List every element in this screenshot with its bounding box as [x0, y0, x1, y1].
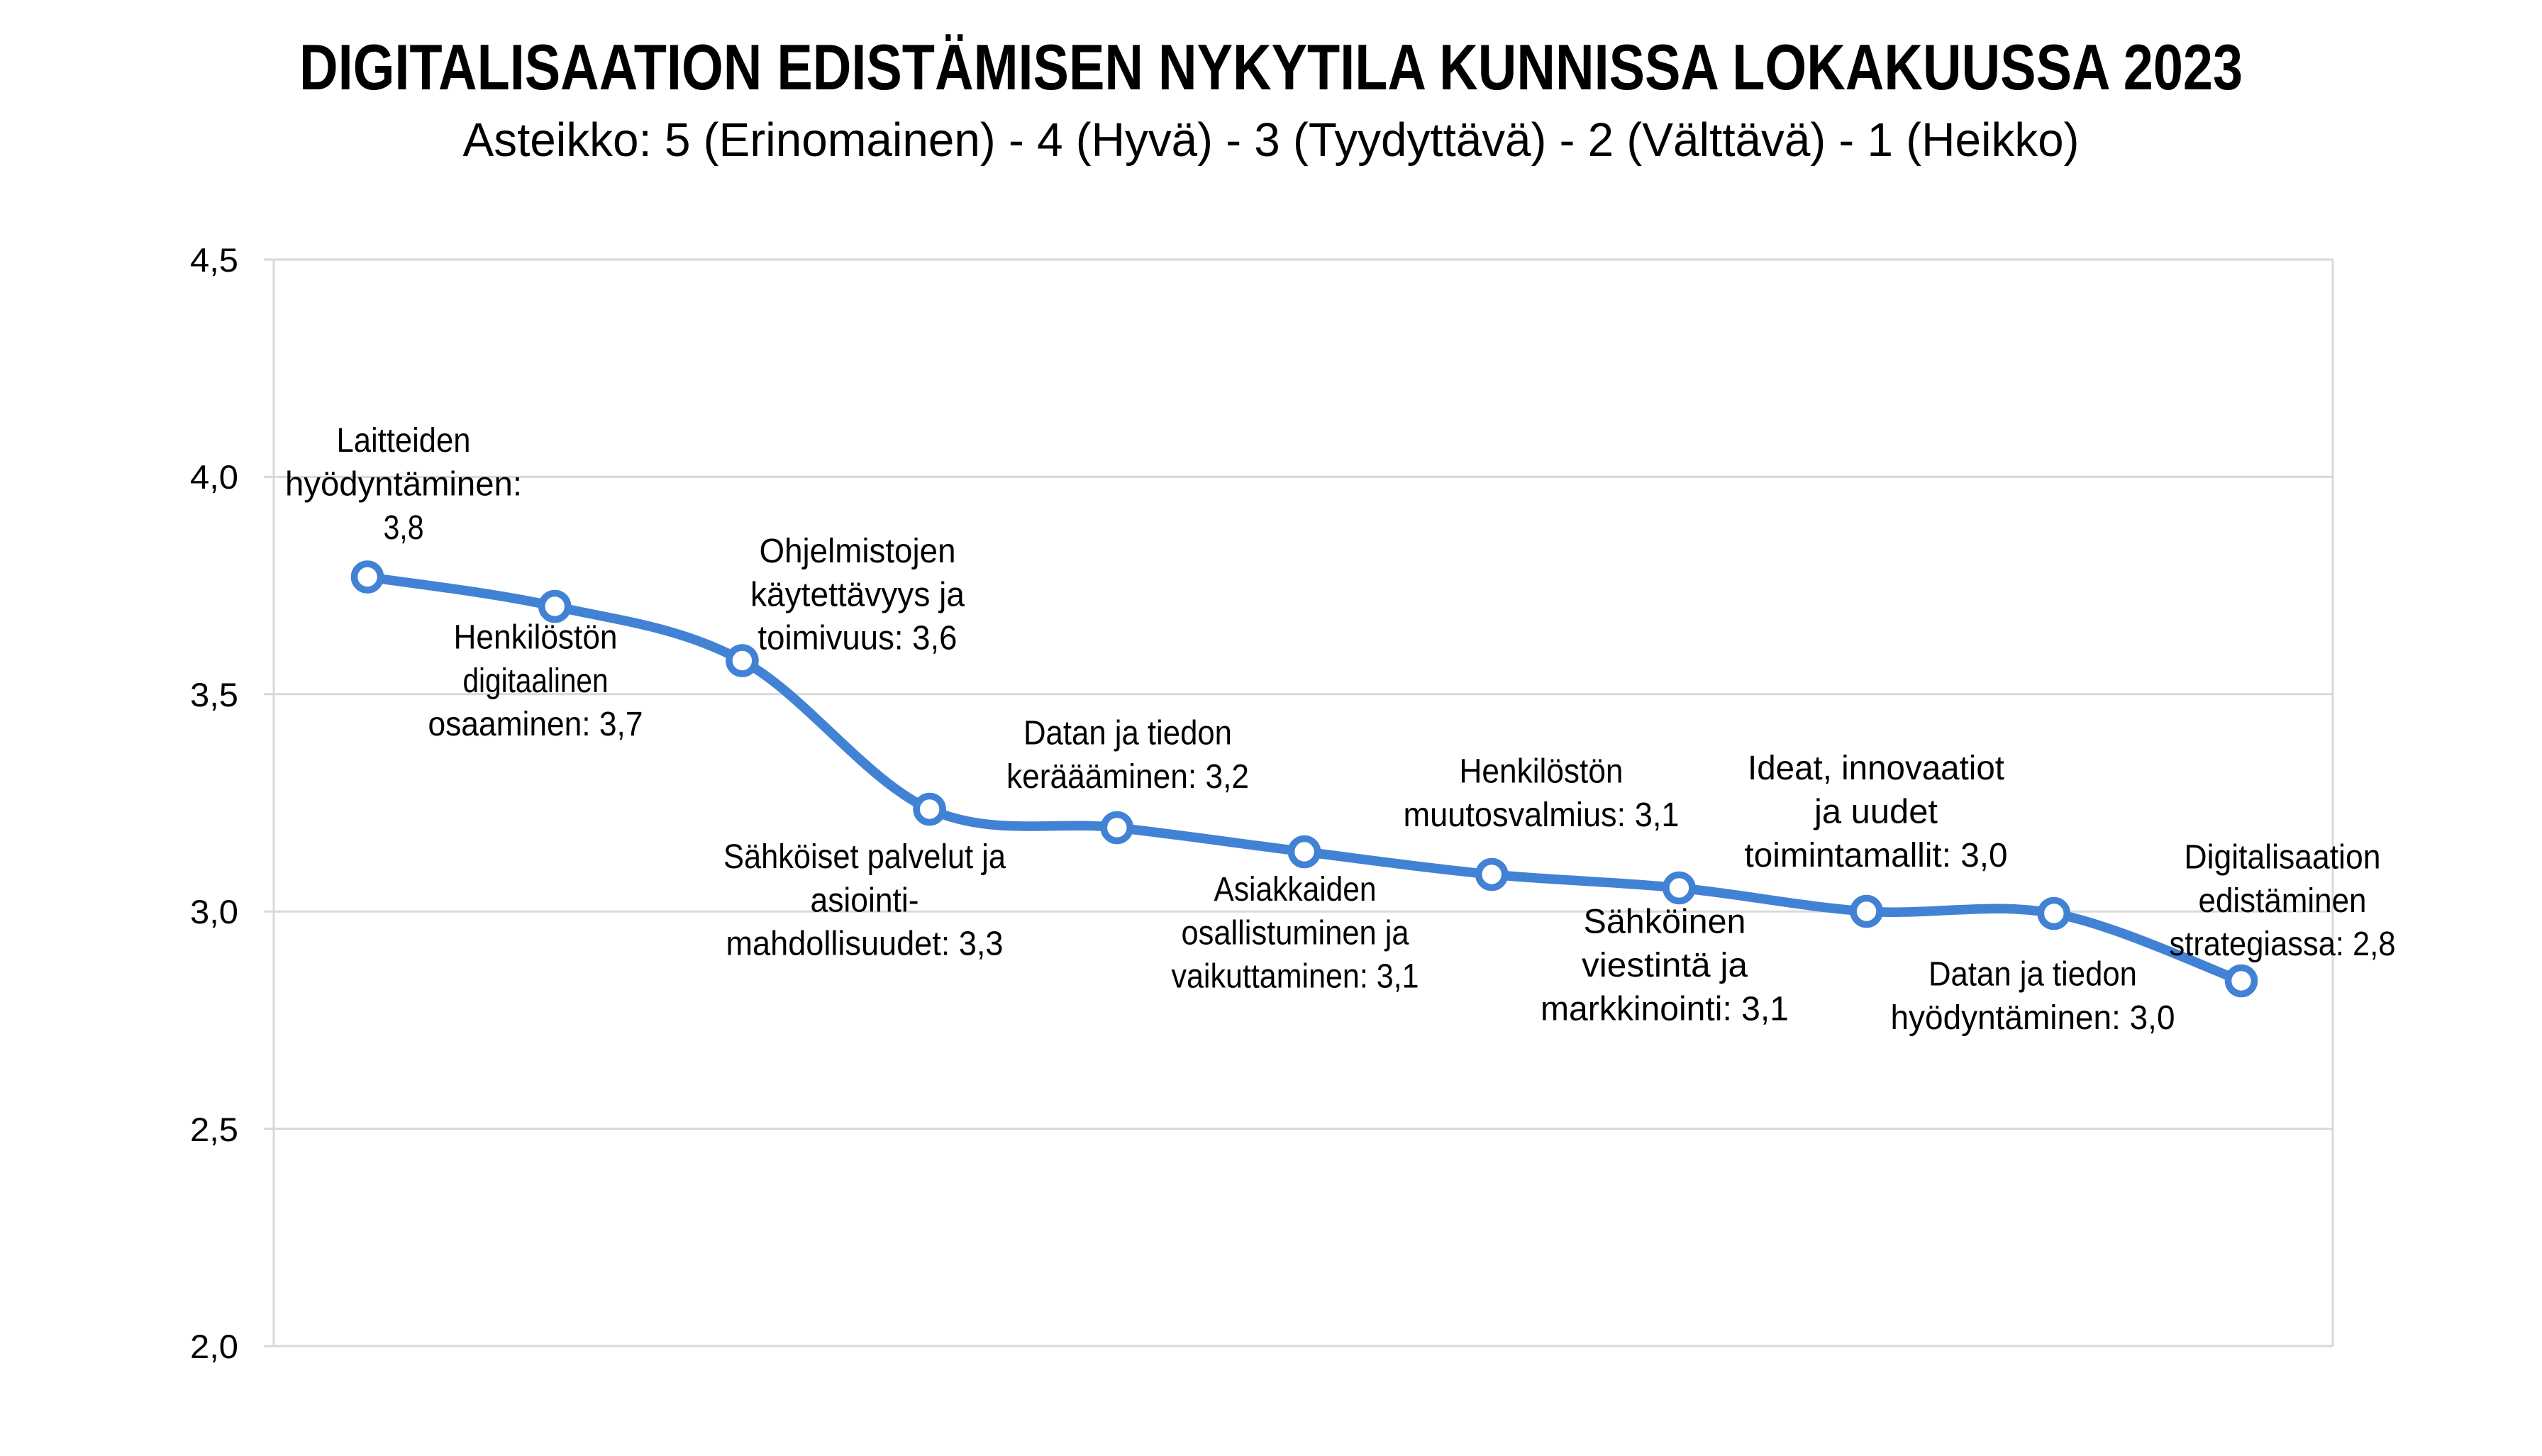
svg-text:ja uudet: ja uudet: [1813, 794, 1938, 831]
svg-text:4,5: 4,5: [190, 241, 238, 279]
svg-text:digitaalinen: digitaalinen: [463, 662, 609, 700]
svg-text:toimintamallit: 3,0: toimintamallit: 3,0: [1745, 837, 2008, 874]
svg-text:muutosvalmius: 3,1: muutosvalmius: 3,1: [1404, 796, 1680, 834]
svg-text:Sähköiset palvelut ja: Sähköiset palvelut ja: [723, 838, 1006, 876]
svg-text:Digitalisaation: Digitalisaation: [2185, 839, 2381, 877]
svg-text:3,5: 3,5: [190, 676, 238, 713]
svg-text:edistäminen: edistäminen: [2199, 882, 2367, 920]
svg-text:asiointi-: asiointi-: [811, 882, 919, 919]
svg-text:Ohjelmistojen: Ohjelmistojen: [760, 533, 956, 570]
svg-text:hyödyntäminen: 3,0: hyödyntäminen: 3,0: [1891, 999, 2175, 1037]
svg-text:Henkilöstön: Henkilöstön: [454, 619, 618, 657]
svg-text:Asteikko: 5 (Erinomainen) - 4: Asteikko: 5 (Erinomainen) - 4 (Hyvä) - 3…: [463, 113, 2080, 167]
svg-text:3,8: 3,8: [384, 509, 424, 547]
svg-text:strategiassa: 2,8: strategiassa: 2,8: [2170, 926, 2396, 963]
svg-text:Datan ja tiedon: Datan ja tiedon: [1023, 715, 1232, 752]
svg-text:mahdollisuudet: 3,3: mahdollisuudet: 3,3: [726, 926, 1004, 963]
svg-text:2,0: 2,0: [190, 1328, 238, 1365]
svg-text:hyödyntäminen:: hyödyntäminen:: [285, 466, 522, 504]
svg-text:3,0: 3,0: [190, 893, 238, 930]
svg-text:vaikuttaminen: 3,1: vaikuttaminen: 3,1: [1172, 958, 1419, 996]
svg-text:Ideat, innovaatiot: Ideat, innovaatiot: [1748, 750, 2004, 787]
svg-text:toimivuus: 3,6: toimivuus: 3,6: [758, 620, 958, 657]
svg-text:4,0: 4,0: [190, 458, 238, 496]
svg-text:käytettävyys ja: käytettävyys ja: [750, 576, 965, 613]
svg-text:osallistuminen ja: osallistuminen ja: [1182, 914, 1409, 952]
svg-text:Asiakkaiden: Asiakkaiden: [1214, 871, 1377, 908]
svg-text:Laitteiden: Laitteiden: [337, 422, 471, 460]
svg-text:2,5: 2,5: [190, 1111, 238, 1148]
svg-text:Henkilöstön: Henkilöstön: [1460, 753, 1624, 791]
svg-text:Sähköinen: Sähköinen: [1584, 904, 1746, 941]
svg-text:DIGITALISAATION EDISTÄMISEN NY: DIGITALISAATION EDISTÄMISEN NYKYTILA KUN…: [299, 32, 2243, 104]
svg-text:osaaminen: 3,7: osaaminen: 3,7: [428, 706, 643, 743]
svg-text:keräääminen: 3,2: keräääminen: 3,2: [1006, 758, 1249, 796]
svg-text:markkinointi: 3,1: markkinointi: 3,1: [1541, 990, 1789, 1028]
svg-text:Datan ja tiedon: Datan ja tiedon: [1928, 956, 2137, 994]
svg-text:viestintä ja: viestintä ja: [1582, 947, 1748, 984]
